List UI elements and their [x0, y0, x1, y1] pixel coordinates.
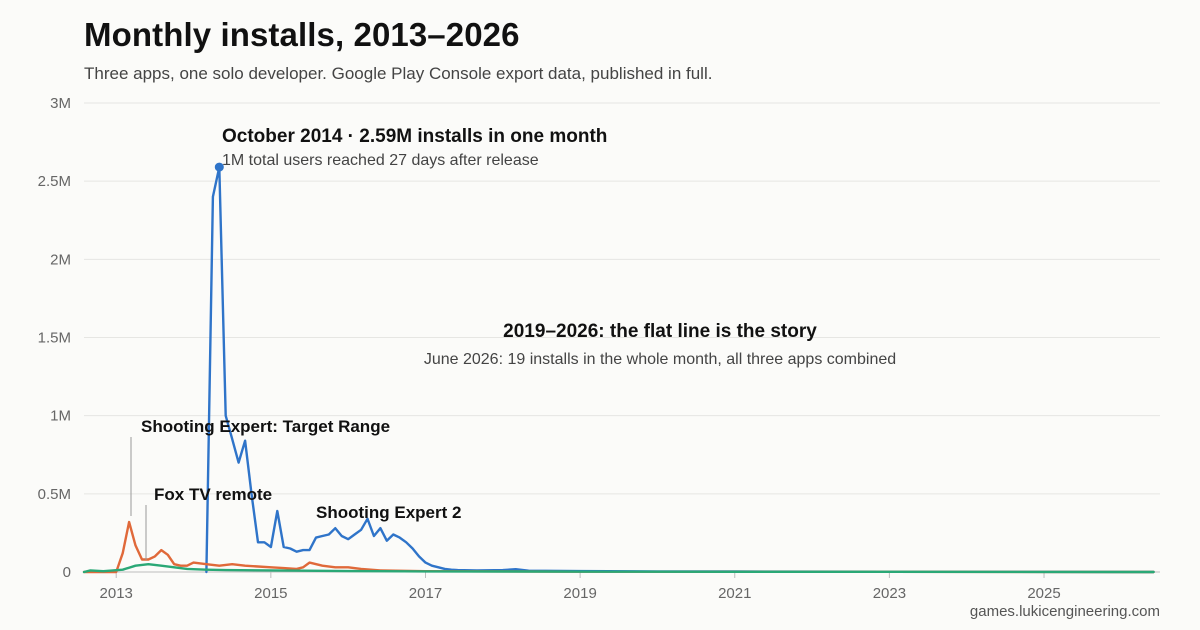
series-label-3: Shooting Expert 2 — [316, 503, 461, 522]
y-tick-label: 2.5M — [38, 173, 71, 190]
chart-title: Monthly installs, 2013–2026 — [84, 16, 520, 53]
y-tick-label: 2M — [50, 251, 71, 268]
y-tick-label: 0 — [63, 564, 71, 581]
x-tick-label: 2023 — [873, 585, 906, 602]
series-label-2: Fox TV remote — [154, 485, 272, 504]
flat-annotation-title: 2019–2026: the flat line is the story — [503, 321, 817, 342]
flat-annotation-text: June 2026: 19 installs in the whole mont… — [424, 351, 896, 368]
y-tick-label: 1M — [50, 408, 71, 425]
series-label-1: Shooting Expert: Target Range — [141, 417, 390, 436]
peak-annotation-text: 1M total users reached 27 days after rel… — [222, 152, 539, 169]
x-tick-label: 2015 — [254, 585, 287, 602]
x-tick-label: 2017 — [409, 585, 442, 602]
x-tick-label: 2013 — [100, 585, 133, 602]
source-credit: games.lukicengineering.com — [969, 603, 1160, 620]
y-tick-label: 3M — [50, 95, 71, 112]
x-tick-label: 2019 — [563, 585, 596, 602]
series-line-3 — [82, 563, 1155, 574]
peak-marker — [214, 162, 224, 172]
y-tick-label: 1.5M — [38, 330, 71, 347]
peak-annotation-title: October 2014 · 2.59M installs in one mon… — [222, 126, 607, 147]
y-tick-label: 0.5M — [38, 486, 71, 503]
chart-subtitle: Three apps, one solo developer. Google P… — [84, 64, 713, 83]
x-tick-label: 2021 — [718, 585, 751, 602]
series-line-2 — [82, 520, 1155, 574]
x-tick-label: 2025 — [1027, 585, 1060, 602]
